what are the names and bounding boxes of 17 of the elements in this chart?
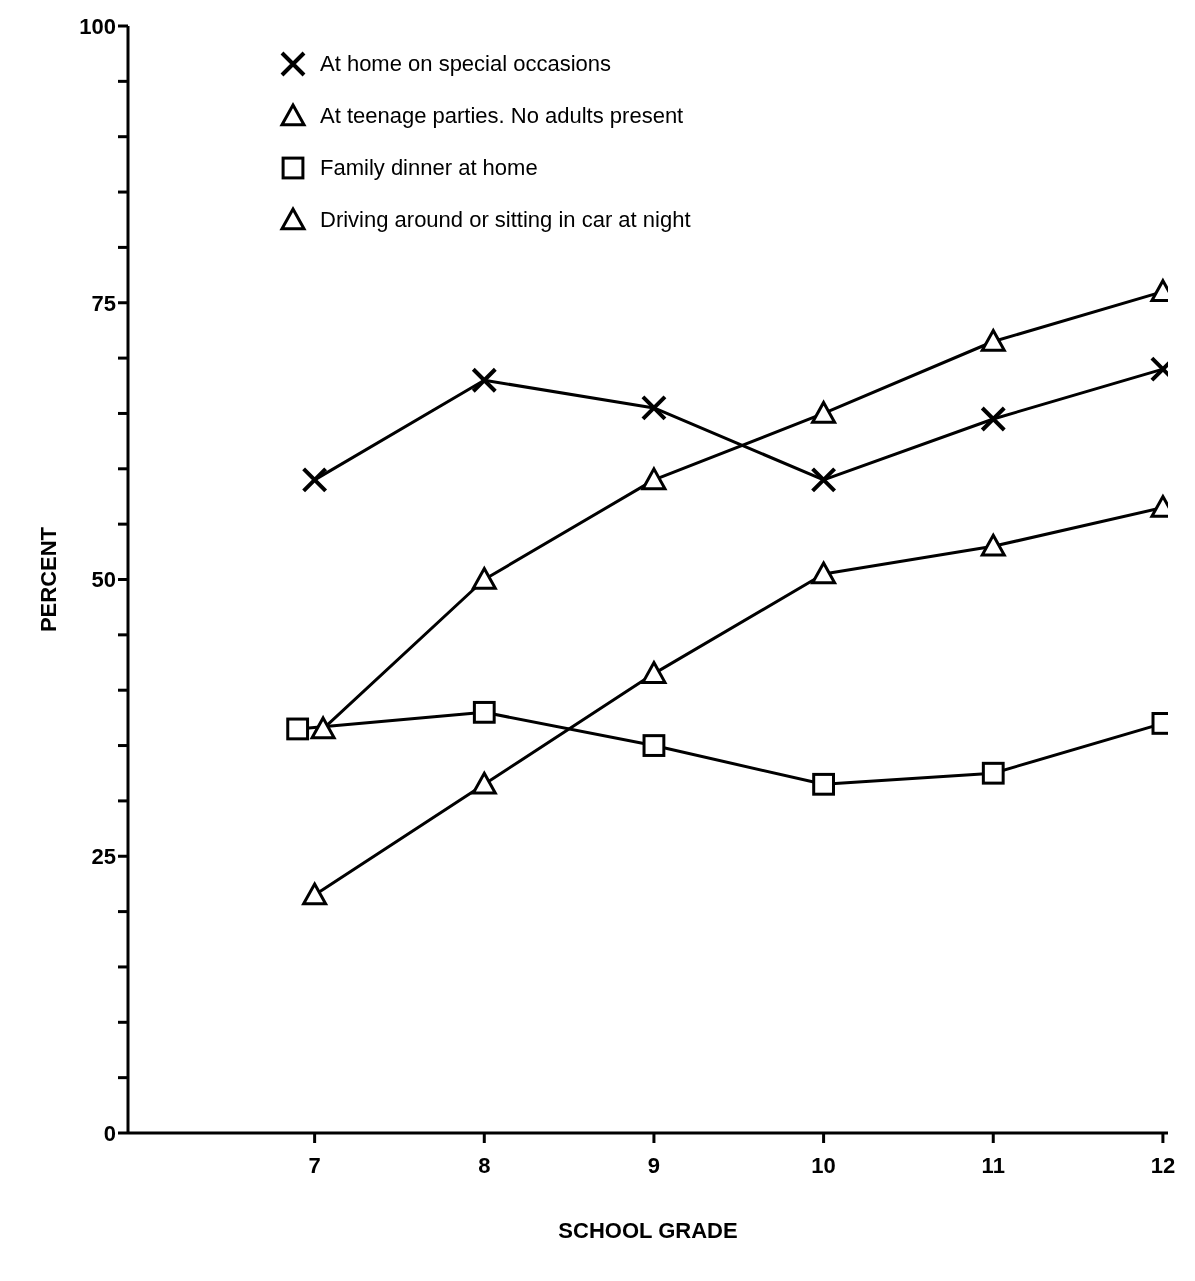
x-tick-label: 12 xyxy=(1150,1152,1176,1178)
y-tick-label: 75 xyxy=(91,290,116,316)
x-tick-label: 7 xyxy=(308,1152,321,1178)
x-tick-label: 8 xyxy=(478,1152,491,1178)
y-axis-title: PERCENT xyxy=(35,526,61,633)
y-tick-label: 50 xyxy=(91,567,116,593)
x-tick-label: 10 xyxy=(811,1152,836,1178)
legend-label: At home on special occasions xyxy=(320,51,612,77)
y-tick-label: 100 xyxy=(79,13,116,39)
legend-label: Family dinner at home xyxy=(320,155,538,181)
legend-label: At teenage parties. No adults present xyxy=(320,103,684,129)
y-tick-label: 0 xyxy=(103,1120,116,1146)
x-tick-label: 9 xyxy=(647,1152,661,1178)
y-tick-label: 25 xyxy=(91,844,116,870)
legend-label: Driving around or sitting in car at night xyxy=(320,207,691,233)
x-axis-title: SCHOOL GRADE xyxy=(558,1218,738,1243)
x-tick-label: 11 xyxy=(981,1152,1005,1178)
